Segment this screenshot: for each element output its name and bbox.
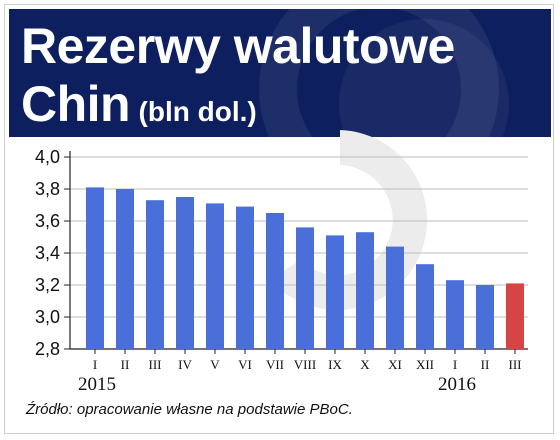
x-tick-label: I: [93, 357, 97, 372]
y-tick-labels: 4,0 3,8 3,6 3,4 3,2 3,0 2,8: [35, 147, 60, 359]
x-tick-labels: I II III IV V VI VII VIII IX X XI XII I II III: [93, 357, 522, 372]
x-tick-label: XII: [416, 357, 434, 372]
bar: [446, 280, 464, 349]
x-tick-label: II: [481, 357, 490, 372]
y-tick-label: 3,0: [35, 307, 60, 327]
bar: [506, 283, 524, 349]
banner-decoration-ring: [259, 9, 499, 137]
x-tick-label: VII: [266, 357, 284, 372]
x-tick-label: VIII: [294, 357, 316, 372]
y-tick-label: 3,8: [35, 179, 60, 199]
chart-title-unit: (bln dol.): [138, 96, 257, 127]
y-tick-label: 3,2: [35, 275, 60, 295]
x-tick-label: II: [121, 357, 130, 372]
x-tick-label: V: [210, 357, 220, 372]
bar: [206, 203, 224, 349]
bar: [416, 264, 434, 349]
bars: [86, 187, 524, 349]
chart-title-line-2: Chin (bln dol.): [21, 75, 257, 137]
bar: [86, 187, 104, 349]
bar: [146, 200, 164, 349]
x-tick-label: I: [453, 357, 457, 372]
x-tick-label: X: [360, 357, 370, 372]
bar: [236, 206, 254, 349]
y-tick-label: 4,0: [35, 147, 60, 167]
x-tick-label: IV: [178, 357, 192, 372]
year-label: 2015: [78, 374, 116, 395]
x-tick-label: IX: [328, 357, 342, 372]
chart-title-country: Chin: [21, 76, 131, 132]
bar: [116, 189, 134, 349]
x-tick-label: III: [509, 357, 522, 372]
y-tick-label: 2,8: [35, 339, 60, 359]
bar: [296, 227, 314, 349]
bar: [386, 246, 404, 349]
bar: [176, 197, 194, 349]
bar: [266, 213, 284, 349]
year-labels: 2015 2016: [78, 374, 476, 395]
x-tick-label: III: [149, 357, 162, 372]
source-note: Źródło: opracowanie własne na podstawie …: [26, 401, 353, 418]
bar: [476, 285, 494, 349]
bar: [326, 235, 344, 349]
chart-title-line-1: Rezerwy walutowe: [21, 18, 455, 74]
x-tick-label: VI: [238, 357, 252, 372]
year-label: 2016: [438, 374, 476, 395]
y-tick-label: 3,6: [35, 211, 60, 231]
bar: [356, 232, 374, 349]
y-tick-label: 3,4: [35, 243, 60, 263]
title-banner: Rezerwy walutowe Chin (bln dol.): [9, 9, 551, 137]
x-tick-label: XI: [388, 357, 402, 372]
